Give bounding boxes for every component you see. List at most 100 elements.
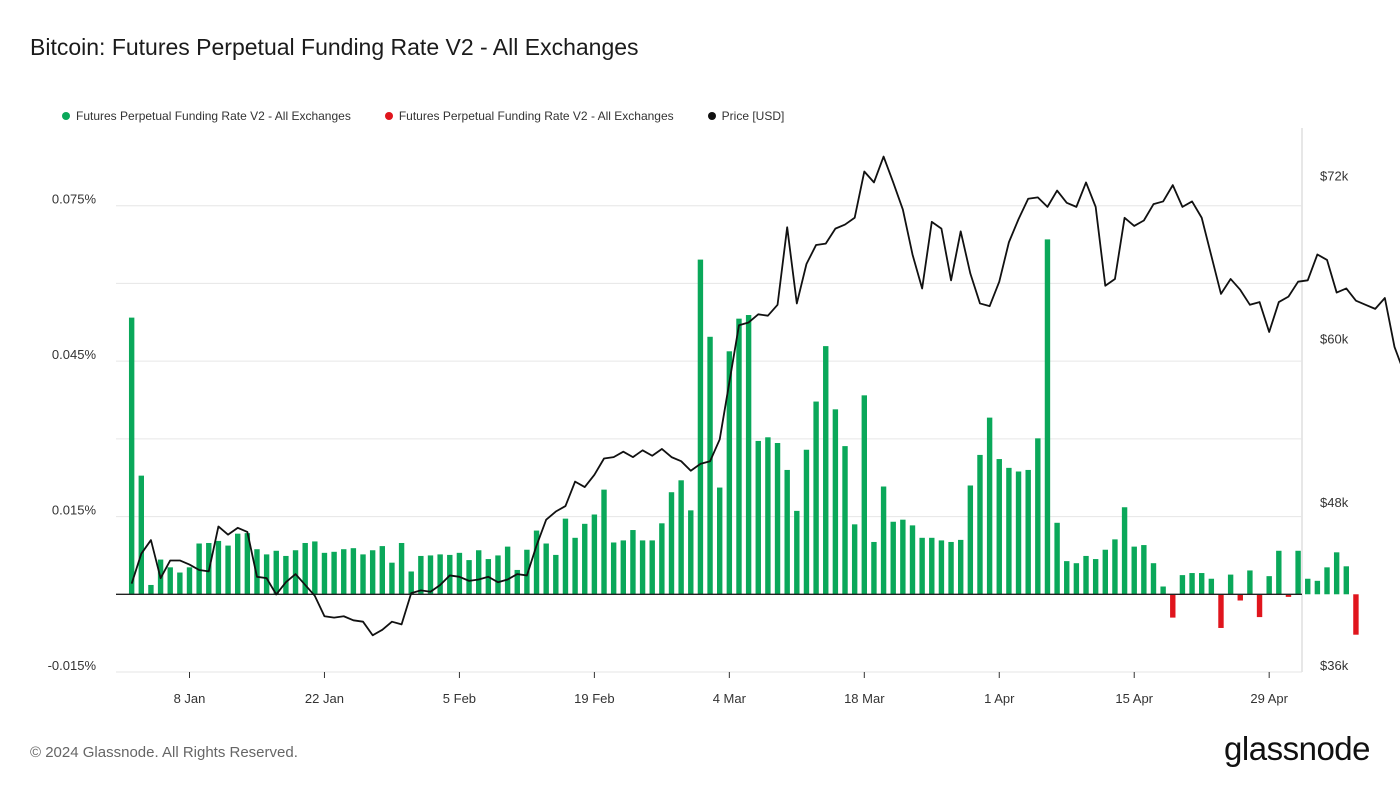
funding-bar-positive (986, 417, 993, 595)
funding-bar-positive (717, 487, 723, 595)
x-tick-label: 18 Mar (844, 691, 885, 706)
funding-bar-positive (1064, 561, 1070, 595)
y-left-tick-label: 0.075% (52, 192, 97, 207)
funding-bar-positive (1035, 438, 1041, 595)
funding-bar-positive (803, 449, 810, 595)
funding-bar-positive (630, 530, 636, 595)
funding-bar-positive (620, 540, 626, 595)
funding-bar-negative (1256, 594, 1263, 618)
funding-bar-positive (514, 569, 520, 595)
funding-bar-positive (851, 524, 858, 595)
funding-bar-positive (1121, 507, 1128, 595)
funding-bar-positive (938, 540, 945, 595)
funding-bar-positive (977, 454, 983, 595)
funding-bar-positive (283, 555, 289, 595)
funding-bar-positive (1247, 570, 1253, 595)
funding-bar-positive (466, 560, 472, 595)
funding-bar-positive (736, 318, 742, 595)
funding-bar-positive (1015, 471, 1022, 595)
funding-bar-positive (408, 571, 414, 595)
funding-bar-negative (1170, 594, 1176, 618)
x-tick-label: 22 Jan (305, 691, 344, 706)
funding-bar-positive (1131, 546, 1137, 595)
y-right-tick-label: $48k (1320, 495, 1349, 510)
legend: Futures Perpetual Funding Rate V2 - All … (62, 109, 784, 123)
legend-item-funding-positive[interactable]: Futures Perpetual Funding Rate V2 - All … (62, 109, 351, 123)
funding-bar-positive (398, 542, 405, 595)
funding-bar-positive (909, 525, 916, 595)
funding-bar-positive (1227, 574, 1234, 595)
funding-bar-positive (919, 537, 925, 595)
funding-bar-positive (476, 550, 482, 595)
funding-bar-positive (1266, 576, 1272, 595)
legend-item-funding-negative[interactable]: Futures Perpetual Funding Rate V2 - All … (384, 109, 674, 123)
funding-bar-positive (1044, 239, 1051, 595)
price-line (130, 155, 1400, 637)
funding-bar-positive (832, 409, 839, 595)
funding-bar-positive (697, 259, 704, 595)
legend-dot-black (707, 112, 716, 120)
funding-bar-positive (331, 551, 337, 595)
funding-bar-positive (794, 510, 800, 595)
funding-bar-positive (533, 530, 540, 595)
funding-bar-positive (186, 567, 193, 595)
legend-item-price[interactable]: Price [USD] (707, 109, 785, 123)
funding-bar-positive (495, 555, 501, 595)
funding-bar-positive (553, 554, 559, 595)
funding-bar-positive (842, 446, 848, 595)
funding-bar-positive (128, 317, 135, 595)
funding-bar-positive (1333, 552, 1340, 595)
funding-bar-positive (1083, 555, 1089, 595)
funding-bar-positive (254, 549, 260, 595)
funding-bar-positive (341, 549, 347, 595)
funding-bar-positive (572, 537, 578, 595)
funding-bar-positive (900, 519, 906, 595)
funding-bar-positive (861, 395, 867, 595)
funding-bar-positive (148, 584, 154, 595)
funding-bar-positive (659, 523, 665, 595)
legend-dot-green (62, 112, 70, 120)
funding-bar-positive (1276, 550, 1282, 595)
funding-bar-positive (639, 540, 646, 595)
funding-bar-positive (1150, 563, 1157, 595)
funding-bar-positive (948, 541, 954, 595)
price-line-group (130, 155, 1400, 637)
funding-bar-positive (504, 546, 511, 595)
x-tick-label: 5 Feb (443, 691, 476, 706)
y-right-tick-label: $60k (1320, 332, 1349, 347)
funding-bar-positive (1073, 563, 1080, 595)
x-tick-label: 29 Apr (1250, 691, 1288, 706)
x-tick-label: 8 Jan (174, 691, 206, 706)
funding-bar-positive (755, 440, 761, 595)
funding-bar-positive (1006, 467, 1012, 595)
funding-bar-positive (745, 315, 752, 595)
funding-bar-positive (1112, 539, 1118, 595)
funding-bar-positive (1295, 550, 1301, 595)
funding-bar-positive (1189, 573, 1195, 595)
funding-bar-positive (1314, 580, 1321, 595)
funding-bar-positive (1208, 578, 1215, 595)
glassnode-logo[interactable]: glassnode (1224, 730, 1370, 767)
funding-bar-positive (167, 567, 173, 595)
funding-bar-positive (1025, 469, 1031, 595)
legend-label-price: Price [USD] (721, 109, 785, 123)
funding-bar-negative (1285, 594, 1292, 597)
funding-bar-positive (312, 541, 318, 595)
funding-bar-positive (1199, 573, 1205, 595)
funding-bar-positive (967, 485, 974, 595)
funding-bar-negative (1218, 594, 1224, 628)
funding-bar-positive (427, 555, 434, 595)
funding-bar-positive (1092, 559, 1099, 595)
funding-bar-positive (1141, 545, 1147, 595)
funding-bar-positive (1305, 578, 1311, 595)
y-left-tick-label: -0.015% (48, 658, 97, 673)
funding-bar-positive (360, 554, 366, 595)
funding-bar-positive (1343, 566, 1349, 595)
funding-bar-positive (1054, 522, 1060, 595)
funding-bar-positive (1324, 567, 1330, 595)
y-right-tick-label: $72k (1320, 168, 1349, 183)
funding-bar-negative (1353, 594, 1359, 635)
funding-bar-positive (273, 550, 279, 595)
funding-bar-positive (138, 475, 144, 595)
funding-bar-negative (1237, 594, 1243, 601)
